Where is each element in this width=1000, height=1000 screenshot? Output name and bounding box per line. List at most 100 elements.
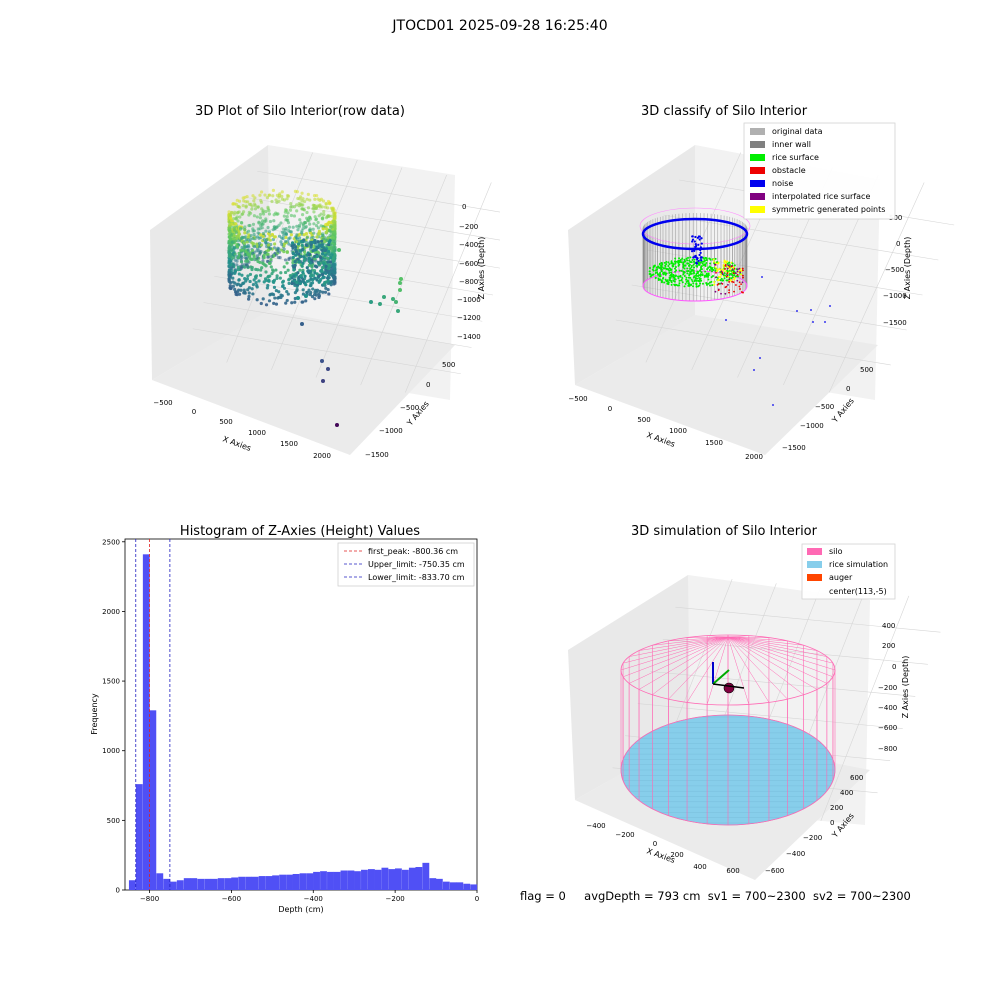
rice-surface-point [675, 269, 678, 272]
histogram-bar [415, 867, 423, 890]
data-point [264, 229, 268, 233]
rice-surface-point [708, 269, 711, 272]
data-point [289, 256, 293, 260]
legend-swatch-interpolated [750, 193, 765, 200]
y-tick-label: 0 [116, 887, 120, 895]
obstacle-point [721, 273, 724, 275]
data-point [239, 283, 243, 287]
histogram-bar [128, 880, 136, 890]
legend-obstacle: obstacle [772, 166, 806, 175]
rice-surface-point [710, 280, 713, 283]
rice-surface-point [723, 272, 726, 275]
rice-surface-point [696, 277, 699, 280]
data-point [275, 225, 279, 229]
rice-surface-point [695, 272, 698, 275]
rice-surface-point [678, 282, 681, 285]
data-point [279, 271, 283, 275]
histogram-bar [217, 878, 225, 890]
obstacle-point [738, 267, 741, 270]
data-point [230, 241, 234, 245]
rice-surface-point [705, 259, 708, 262]
grid-line [257, 170, 500, 213]
histogram-bar [176, 880, 184, 890]
rice-surface-point [690, 269, 693, 272]
silo-roof-line [727, 636, 769, 638]
tick-label: −200 [803, 834, 822, 842]
data-point [320, 273, 325, 277]
data-point [299, 274, 303, 278]
rice-surface-point [677, 275, 680, 278]
data-point [260, 226, 264, 230]
x-tick-label: 0 [475, 895, 479, 903]
status-footer: flag = 0 avgDepth = 793 cm sv1 = 700~230… [520, 889, 911, 903]
data-point [232, 225, 237, 230]
data-point [302, 255, 306, 259]
original-ring-bottom [642, 270, 748, 302]
rice-surface-point [698, 284, 701, 287]
tick-label: 400 [882, 622, 895, 630]
auger-axis-y [712, 669, 730, 685]
legend-symmetric-points: symmetric generated points [772, 205, 885, 214]
data-point [314, 247, 318, 251]
rice-surface-point [656, 273, 659, 276]
data-point [232, 217, 236, 221]
silo-roof-line [706, 636, 729, 705]
data-point [261, 297, 265, 301]
data-point [295, 224, 299, 228]
grid-line [675, 606, 941, 633]
data-point [317, 214, 321, 218]
data-point [273, 296, 277, 300]
rice-surface-point [682, 261, 685, 264]
rice-surface-point [687, 256, 690, 259]
data-point [270, 199, 274, 204]
data-point [268, 234, 272, 238]
rice-surface-point [695, 285, 698, 288]
data-point [255, 249, 259, 253]
rice-surface-point [662, 273, 665, 276]
obstacle-point [720, 270, 723, 273]
data-point [233, 287, 237, 291]
data-point [257, 279, 261, 283]
data-point [295, 233, 299, 237]
data-point [253, 196, 257, 200]
tick-label: −1500 [782, 444, 806, 452]
grid-line [192, 328, 461, 375]
noise-point [692, 249, 696, 252]
data-point [324, 286, 328, 290]
data-point [247, 291, 251, 295]
grid-line [820, 595, 910, 821]
obstacle-point [721, 282, 724, 285]
histogram-bar [197, 878, 205, 890]
data-point [246, 248, 250, 252]
rice-surface-point [692, 263, 695, 266]
data-point [312, 293, 317, 297]
data-point [302, 250, 307, 254]
noise-point [696, 236, 699, 239]
grid-line [235, 223, 500, 269]
obstacle-point [728, 265, 731, 268]
tick-label: 200 [670, 851, 683, 859]
rice-surface-point [695, 279, 698, 282]
data-point [228, 253, 232, 257]
data-point [299, 254, 303, 258]
rice-surface-point [702, 257, 705, 260]
data-point [271, 194, 275, 198]
data-point [231, 202, 235, 206]
data-point [289, 213, 294, 218]
data-point [256, 227, 260, 231]
rice-surface-point [667, 268, 670, 271]
data-point [316, 226, 321, 230]
histogram-legend: first_peak: -800.36 cm Upper_limit: -750… [337, 542, 475, 587]
tick-label: −600 [459, 260, 478, 268]
rice-surface-point [686, 270, 689, 273]
noise-point [812, 321, 814, 323]
panel2-z-ticks: 500 0 −500 −1000 −1500 [883, 214, 907, 327]
panel4-3d-plot: −400 −200 0 200 400 600 −600 −400 −200 0… [568, 543, 941, 880]
noise-point [694, 243, 697, 246]
histogram-bar [422, 862, 430, 890]
obstacle-point [728, 278, 731, 281]
histogram-x-label: Depth (cm) [278, 905, 323, 914]
legend-swatch-rice-surface [750, 154, 765, 161]
grid-line [663, 214, 939, 261]
data-point [323, 257, 327, 262]
